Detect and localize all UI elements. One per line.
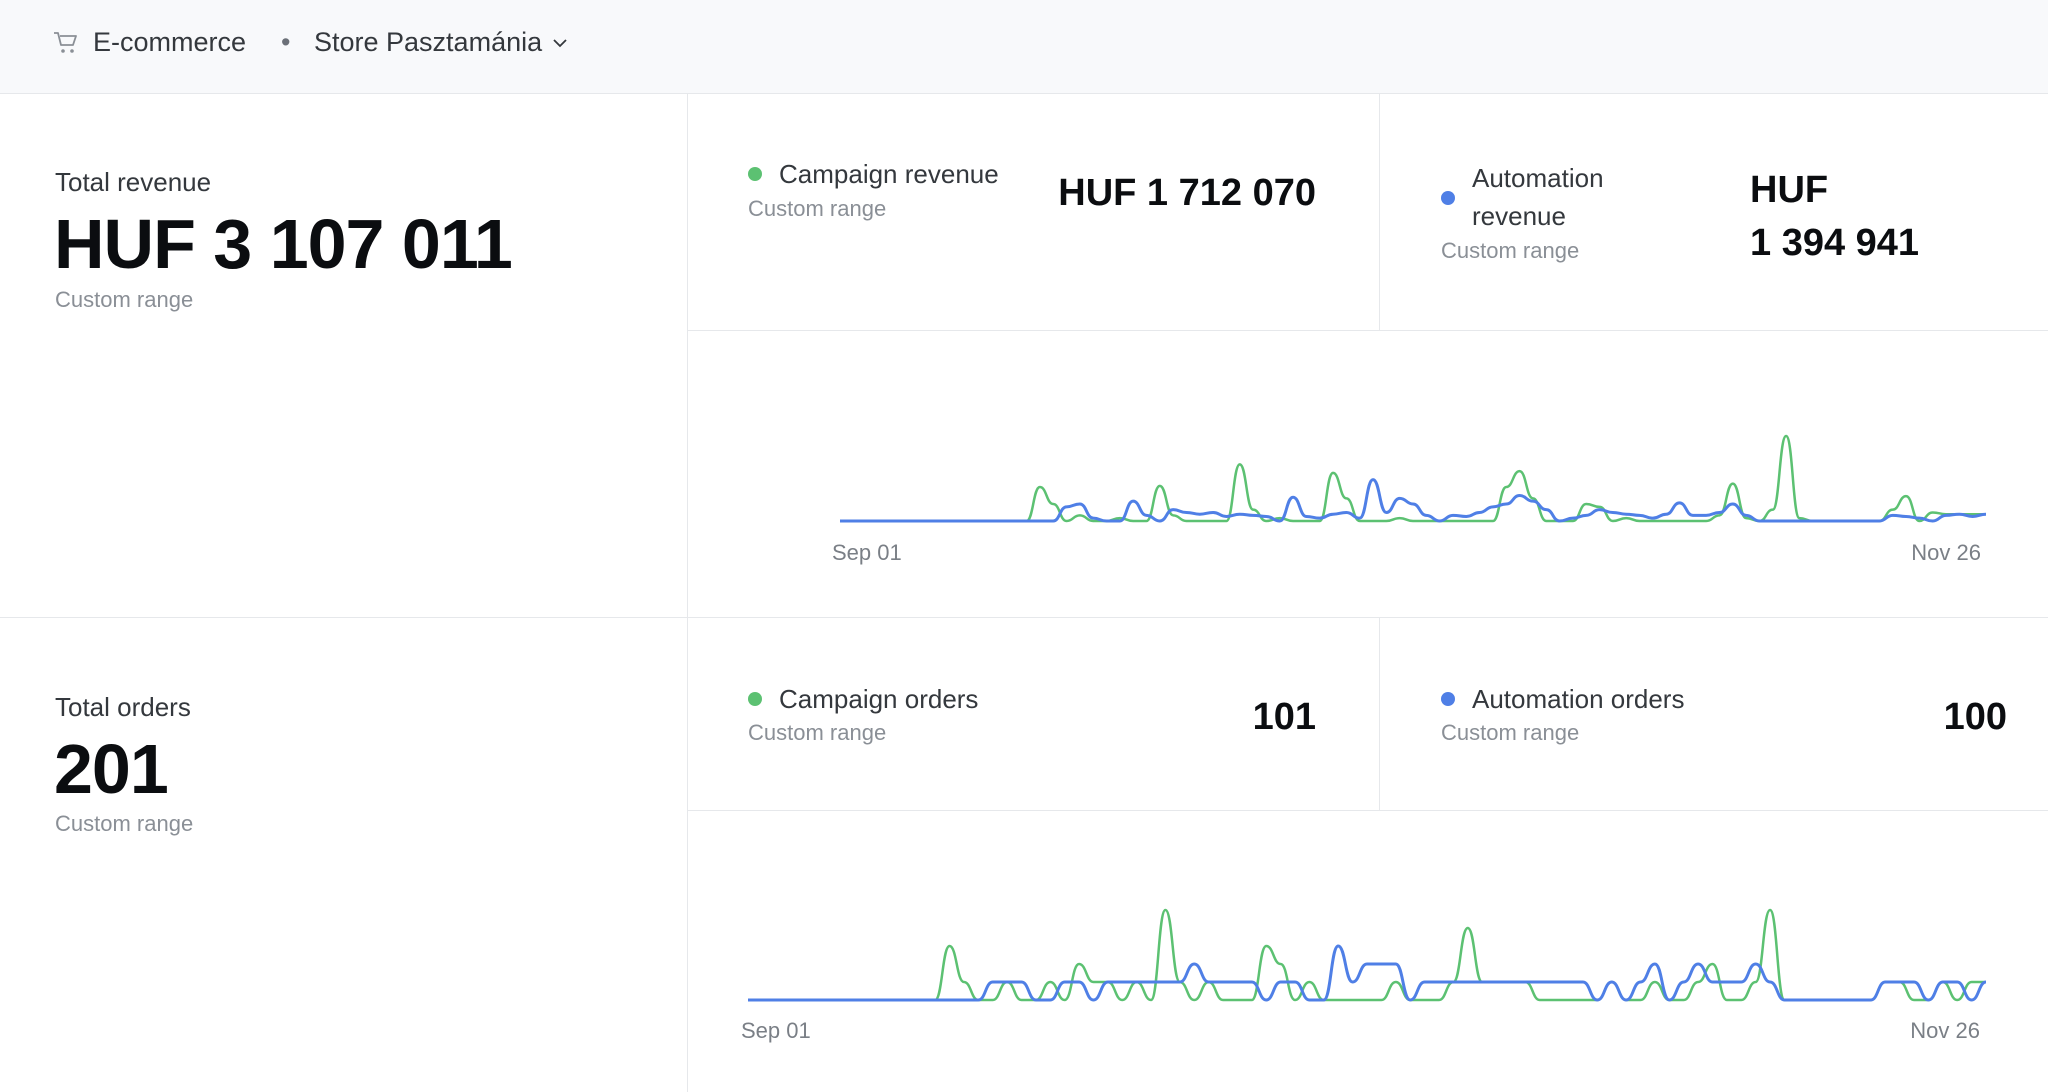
automation-orders-label: Automation orders: [1472, 684, 1685, 714]
campaign-series-line: [839, 434, 1986, 523]
automation-series-line: [839, 478, 1987, 523]
automation-series-line: [747, 944, 1987, 1002]
store-selector[interactable]: Store Pasztamánia: [314, 27, 568, 58]
campaign-legend-dot: [748, 692, 762, 706]
campaign-orders-label: Campaign orders: [779, 684, 979, 714]
automation-revenue-value-line1: HUF: [1750, 169, 1829, 211]
divider: [1379, 94, 1380, 330]
automation-revenue-label-line2: revenue: [1472, 201, 1566, 231]
total-revenue-range: Custom range: [55, 287, 194, 312]
automation-revenue-value-line2: 1 394 941: [1750, 222, 1920, 264]
divider: [687, 330, 2048, 331]
breadcrumb-section[interactable]: E-commerce: [93, 27, 247, 57]
automation-revenue-range: Custom range: [1441, 238, 1580, 263]
breadcrumb-separator: •: [281, 27, 291, 57]
total-orders-range: Custom range: [55, 811, 194, 836]
revenue-x-tick-end: Nov 26: [1911, 540, 1981, 565]
orders-x-tick-start: Sep 01: [741, 1018, 811, 1043]
automation-legend-dot: [1441, 692, 1455, 706]
campaign-legend-dot: [748, 167, 762, 181]
campaign-orders-range: Custom range: [748, 720, 887, 745]
total-revenue-value: HUF 3 107 011: [54, 205, 513, 283]
total-revenue-label: Total revenue: [55, 167, 212, 197]
automation-revenue-label-line1: Automation: [1472, 163, 1604, 193]
revenue-x-tick-start: Sep 01: [832, 540, 902, 565]
top-bar: E-commerce • Store Pasztamánia: [0, 0, 2048, 94]
campaign-series-line: [747, 908, 1986, 1002]
divider: [687, 810, 2048, 811]
total-orders-label: Total orders: [55, 692, 191, 722]
chevron-down-icon: [553, 38, 567, 47]
divider: [0, 617, 2048, 618]
store-name: Store Pasztamánia: [314, 27, 543, 57]
automation-legend-dot: [1441, 191, 1455, 205]
divider: [687, 94, 688, 1092]
divider: [1379, 618, 1380, 810]
campaign-revenue-range: Custom range: [748, 196, 887, 221]
orders-x-tick-end: Nov 26: [1910, 1018, 1980, 1043]
campaign-revenue-value: HUF 1 712 070: [1058, 172, 1316, 214]
shopping-cart-icon: [54, 32, 77, 53]
automation-orders-value: 100: [1943, 696, 2007, 738]
campaign-orders-value: 101: [1252, 696, 1316, 738]
campaign-revenue-label: Campaign revenue: [779, 159, 999, 189]
total-orders-value: 201: [54, 730, 169, 808]
automation-orders-range: Custom range: [1441, 720, 1580, 745]
